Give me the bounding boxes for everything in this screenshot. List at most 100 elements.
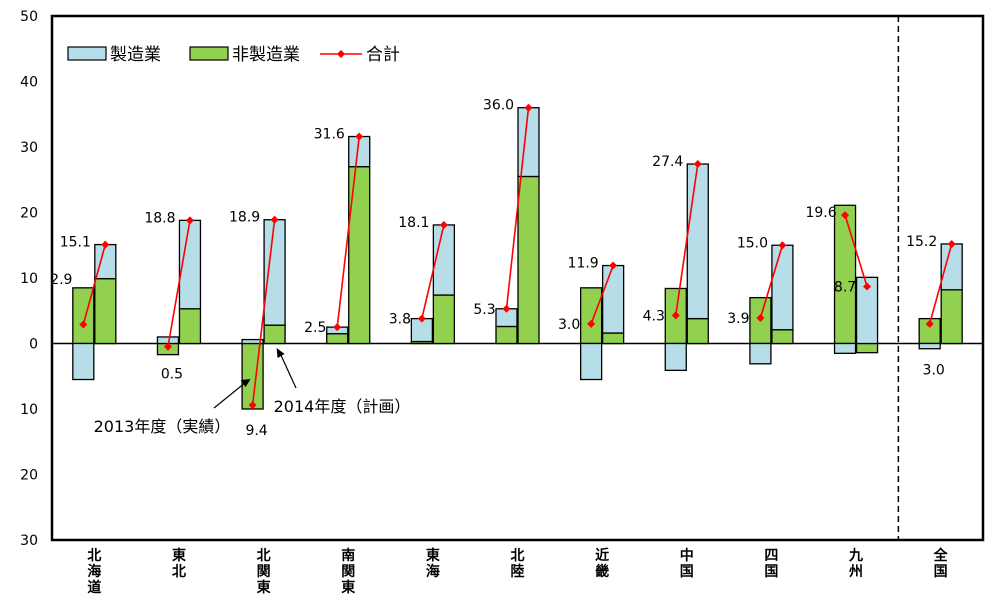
nonmfg-bar-y2014 (178, 308, 202, 345)
mfg-bar-y2014 (855, 276, 879, 345)
category-label: 全 (933, 547, 949, 564)
legend-label-nonmfg: 非製造業 (232, 45, 300, 65)
total-line-segment (505, 107, 530, 309)
category-label-full: 中国 (687, 542, 689, 545)
mfg-bar-y2014 (771, 244, 794, 331)
total-label-2014: 15.1 (60, 235, 91, 251)
total-label-2013: 3.9 (727, 311, 749, 327)
category-label: 国 (934, 564, 948, 580)
bars-layer (72, 107, 963, 410)
total-marker (417, 314, 426, 323)
total-marker (163, 342, 172, 351)
total-label-2014: 11.9 (568, 256, 599, 272)
y-tick-label: 20 (20, 468, 38, 484)
nonmfg-bar-y2014 (432, 294, 456, 345)
nonmfg-bar-y2014 (263, 324, 286, 345)
total-label-2013: 19.6 (805, 205, 836, 221)
total-line-segment (82, 244, 107, 325)
y-tick-label: 20 (20, 206, 38, 222)
legend: 製造業 非製造業 合計 (67, 45, 400, 65)
total-label-2014: 18.9 (229, 210, 260, 226)
y-tick-label: 10 (20, 402, 38, 418)
category-label-full: 東北 (179, 542, 181, 545)
category-label: 東 (426, 547, 440, 564)
mfg-bar-y2013 (241, 338, 264, 345)
total-label-2013: 3.0 (923, 363, 945, 379)
total-line-segment (844, 214, 868, 287)
category-label: 国 (764, 564, 778, 580)
annotation-arrow-2014 (278, 349, 297, 389)
category-label: 海 (426, 563, 440, 580)
total-marker (524, 103, 533, 112)
mfg-bar-y2013 (833, 342, 857, 354)
category-label: 北 (511, 548, 525, 564)
category-label: 東 (341, 579, 355, 596)
y-tick-label: 0 (29, 337, 38, 353)
total-marker (270, 215, 279, 224)
mfg-bar-y2014 (601, 264, 625, 334)
category-label: 関 (257, 564, 271, 580)
nonmfg-bar-y2014 (686, 317, 709, 345)
total-label-2013: 5.3 (473, 302, 495, 318)
value-label-layer: 2.9 15.1 0.5 18.8 9.4 18.9 2.5 31.6 3.8 18.1 5.3 36… (50, 98, 945, 439)
category-label: 近 (595, 547, 609, 564)
category-label: 州 (848, 564, 863, 580)
mfg-bar-y2014 (263, 219, 286, 326)
y-tick-label: 50 (20, 9, 38, 25)
y-tick-label: 10 (20, 271, 38, 287)
category-label-full: 東海 (433, 542, 435, 545)
total-line-segment (251, 219, 276, 406)
category-label: 東 (257, 579, 271, 596)
category-label-full: 近畿 (602, 542, 604, 545)
mfg-bar-y2014 (686, 163, 709, 320)
total-label-2014: 18.1 (398, 215, 429, 231)
mfg-bar-y2014 (940, 243, 963, 291)
mfg-bar-y2013 (749, 342, 772, 365)
total-label-2013: 2.5 (304, 320, 326, 336)
legend-label-mfg: 製造業 (110, 45, 161, 65)
category-label-full: 北陸 (518, 542, 520, 545)
mfg-bar-y2014 (432, 224, 456, 296)
category-label-full: 九州 (856, 542, 858, 545)
total-label-2013: 9.4 (245, 423, 267, 439)
total-label-2013: 3.0 (558, 317, 580, 333)
arrowhead-2014 (276, 348, 285, 358)
nonmfg-bar-y2013 (495, 325, 518, 345)
axis-layer: 50403020100102030北海道北海道東北東北北関東北関東南関東南関東東… (20, 9, 985, 596)
category-label: 北 (172, 564, 186, 580)
total-marker (778, 241, 787, 250)
total-label-2013: 0.5 (161, 367, 183, 383)
category-label-full: 全国 (941, 542, 943, 545)
total-marker (841, 211, 850, 220)
category-label: 南 (341, 547, 355, 564)
mfg-bar-y2013 (918, 342, 941, 350)
category-label: 海 (87, 563, 101, 580)
nonmfg-bar-y2014 (94, 278, 117, 345)
category-label: 北 (257, 548, 271, 564)
total-marker (671, 311, 680, 320)
total-label-2013: 3.8 (389, 312, 411, 328)
plot-frame (50, 14, 985, 542)
category-label: 畿 (595, 563, 609, 580)
total-marker (756, 313, 765, 322)
total-label-2014: 8.7 (834, 280, 856, 296)
mfg-bar-y2013 (664, 342, 687, 372)
nonmfg-bar-y2014 (771, 329, 794, 345)
total-marker (587, 319, 596, 328)
mfg-bar-y2013 (72, 342, 95, 381)
total-marker (185, 216, 194, 225)
total-marker (333, 323, 342, 332)
nonmfg-bar-y2013 (833, 204, 857, 345)
total-label-2014: 27.4 (652, 154, 683, 170)
category-label-full: 北関東 (264, 542, 267, 545)
nonmfg-bar-y2013 (579, 287, 603, 345)
category-label-full: 南関東 (348, 542, 351, 545)
category-label: 陸 (511, 563, 525, 580)
y-tick-label: 30 (20, 140, 38, 156)
nonmfg-bar-y2014 (855, 342, 879, 354)
nonmfg-bar-y2014 (940, 289, 963, 345)
category-label: 道 (87, 579, 101, 596)
legend-swatch-mfg (67, 46, 107, 61)
mfg-bar-y2014 (517, 107, 540, 178)
